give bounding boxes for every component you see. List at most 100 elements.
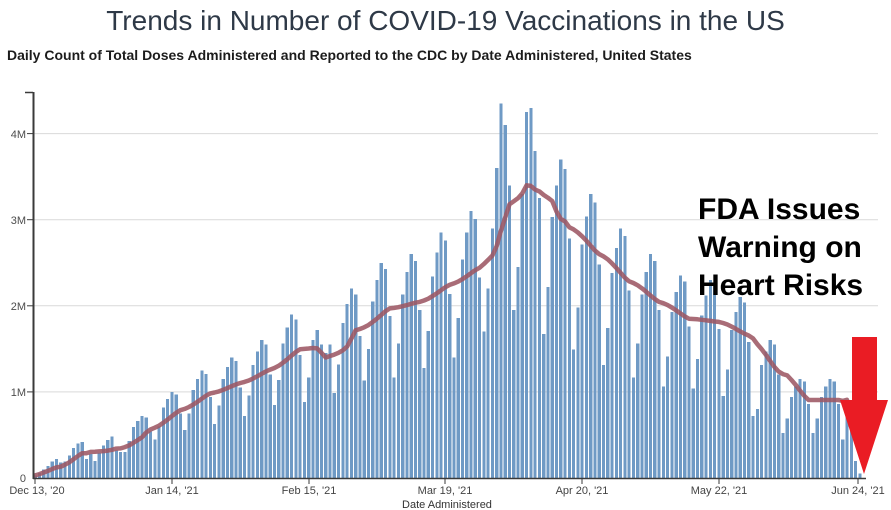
bar-day-114[interactable] <box>520 193 524 478</box>
bar-day-82[interactable] <box>384 268 388 478</box>
bar-day-17[interactable] <box>106 440 110 478</box>
bar-day-143[interactable] <box>644 272 648 478</box>
bar-day-36[interactable] <box>187 413 191 478</box>
bar-day-132[interactable] <box>597 264 601 478</box>
bar-day-175[interactable] <box>781 433 785 478</box>
bar-day-182[interactable] <box>811 433 815 478</box>
bar-day-153[interactable] <box>687 326 691 478</box>
bar-day-134[interactable] <box>606 328 610 478</box>
bar-day-25[interactable] <box>140 416 144 478</box>
bar-day-174[interactable] <box>777 374 781 478</box>
bar-day-192[interactable] <box>854 460 858 478</box>
bar-day-116[interactable] <box>529 107 533 479</box>
bar-day-105[interactable] <box>482 331 486 478</box>
bar-day-77[interactable] <box>362 380 366 478</box>
bar-day-9[interactable] <box>72 447 76 478</box>
bar-day-97[interactable] <box>448 293 452 478</box>
bar-day-89[interactable] <box>413 261 418 478</box>
bar-day-69[interactable] <box>328 344 332 478</box>
bar-day-76[interactable] <box>358 335 362 478</box>
bar-day-159[interactable] <box>713 286 717 478</box>
bar-day-80[interactable] <box>375 279 379 478</box>
bar-day-117[interactable] <box>533 150 537 478</box>
bar-day-171[interactable] <box>764 351 768 478</box>
bar-day-30[interactable] <box>161 407 165 478</box>
bar-day-126[interactable] <box>572 349 576 478</box>
bar-day-66[interactable] <box>315 329 319 478</box>
bar-day-73[interactable] <box>345 304 349 478</box>
bar-day-92[interactable] <box>426 330 430 478</box>
bar-day-160[interactable] <box>717 329 721 478</box>
bar-day-157[interactable] <box>704 295 708 478</box>
bar-day-155[interactable] <box>695 359 700 478</box>
bar-day-122[interactable] <box>554 185 559 478</box>
bar-day-118[interactable] <box>537 198 542 478</box>
bar-day-21[interactable] <box>123 452 127 478</box>
bar-day-56[interactable] <box>272 404 277 478</box>
bar-day-112[interactable] <box>512 310 516 478</box>
bar-day-103[interactable] <box>473 218 477 478</box>
bar-day-136[interactable] <box>614 248 618 478</box>
bar-day-193[interactable] <box>858 473 862 478</box>
bar-day-188[interactable] <box>836 403 841 478</box>
bar-day-133[interactable] <box>601 365 606 478</box>
bar-day-176[interactable] <box>785 418 789 478</box>
bar-day-147[interactable] <box>661 386 665 478</box>
bar-day-87[interactable] <box>405 272 409 478</box>
bar-day-190[interactable] <box>845 410 849 478</box>
bar-day-101[interactable] <box>465 232 469 478</box>
bar-day-93[interactable] <box>431 276 435 478</box>
bar-day-115[interactable] <box>525 112 529 478</box>
bar-day-165[interactable] <box>738 297 742 478</box>
bar-day-19[interactable] <box>114 450 118 478</box>
bar-day-168[interactable] <box>751 416 755 478</box>
bar-day-45[interactable] <box>225 366 230 478</box>
bar-day-37[interactable] <box>191 390 195 478</box>
bar-day-13[interactable] <box>89 453 93 478</box>
bar-day-18[interactable] <box>110 436 114 478</box>
bar-day-131[interactable] <box>593 202 597 479</box>
bar-day-35[interactable] <box>183 429 187 478</box>
bar-day-151[interactable] <box>678 275 683 478</box>
bar-day-49[interactable] <box>242 416 247 478</box>
bar-day-33[interactable] <box>174 394 178 478</box>
bar-day-161[interactable] <box>721 396 725 478</box>
bar-day-119[interactable] <box>542 334 546 478</box>
bar-day-71[interactable] <box>337 364 341 478</box>
bar-day-48[interactable] <box>238 387 242 479</box>
bar-day-78[interactable] <box>366 348 371 478</box>
bar-day-83[interactable] <box>388 316 392 478</box>
bar-day-180[interactable] <box>802 381 806 478</box>
bar-day-75[interactable] <box>354 294 358 478</box>
bar-day-138[interactable] <box>623 236 627 478</box>
bar-day-39[interactable] <box>200 370 204 479</box>
bar-day-129[interactable] <box>584 216 589 478</box>
bar-day-8[interactable] <box>67 455 71 478</box>
bar-day-149[interactable] <box>670 311 674 478</box>
bar-day-86[interactable] <box>401 294 405 478</box>
bar-day-140[interactable] <box>631 377 636 478</box>
bar-day-14[interactable] <box>93 460 97 478</box>
bar-day-22[interactable] <box>127 440 131 478</box>
bar-day-135[interactable] <box>610 273 614 478</box>
bar-day-169[interactable] <box>755 409 759 478</box>
bar-day-127[interactable] <box>576 307 580 478</box>
bar-day-99[interactable] <box>456 317 460 478</box>
bar-day-50[interactable] <box>247 395 251 478</box>
bar-day-34[interactable] <box>178 413 183 478</box>
bar-day-44[interactable] <box>221 378 225 478</box>
bar-day-167[interactable] <box>747 341 751 478</box>
bar-day-110[interactable] <box>503 124 507 479</box>
bar-day-38[interactable] <box>195 378 200 478</box>
bar-day-57[interactable] <box>277 379 281 478</box>
bar-day-43[interactable] <box>217 405 221 478</box>
bar-day-139[interactable] <box>627 290 631 478</box>
bar-day-96[interactable] <box>443 240 447 478</box>
bar-day-61[interactable] <box>294 319 298 478</box>
bar-day-62[interactable] <box>298 354 302 478</box>
bar-day-85[interactable] <box>396 343 400 478</box>
bar-day-32[interactable] <box>170 391 174 478</box>
bar-day-65[interactable] <box>311 340 315 478</box>
bar-day-28[interactable] <box>153 439 157 478</box>
bar-day-84[interactable] <box>392 377 396 478</box>
